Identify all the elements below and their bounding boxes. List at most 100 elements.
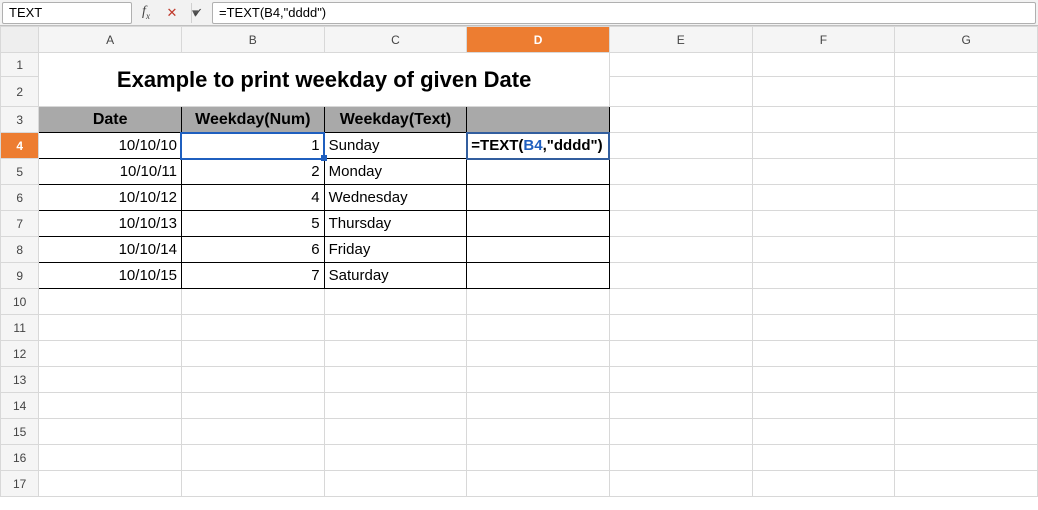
cell-G14[interactable] (895, 393, 1038, 419)
cell-A7[interactable]: 10/10/13 (39, 211, 182, 237)
cell-G5[interactable] (895, 159, 1038, 185)
row-header-4[interactable]: 4 (1, 133, 39, 159)
name-box[interactable]: ▾ (2, 2, 132, 24)
cancel-button[interactable]: ✕ (160, 2, 184, 24)
cell-B9[interactable]: 7 (181, 263, 324, 289)
cell-C7[interactable]: Thursday (324, 211, 467, 237)
col-header-B[interactable]: B (181, 27, 324, 53)
cell-B14[interactable] (181, 393, 324, 419)
cell-G17[interactable] (895, 471, 1038, 497)
cell-B8[interactable]: 6 (181, 237, 324, 263)
cell-G4[interactable] (895, 133, 1038, 159)
cell-F17[interactable] (752, 471, 895, 497)
select-all-corner[interactable] (1, 27, 39, 53)
cell-G3[interactable] (895, 107, 1038, 133)
cell-D12[interactable] (467, 341, 610, 367)
cell-A16[interactable] (39, 445, 182, 471)
formula-input[interactable] (212, 2, 1036, 24)
row-header-15[interactable]: 15 (1, 419, 39, 445)
cell-B16[interactable] (181, 445, 324, 471)
row-header-8[interactable]: 8 (1, 237, 39, 263)
col-header-A[interactable]: A (39, 27, 182, 53)
cell-F16[interactable] (752, 445, 895, 471)
title-cell[interactable]: Example to print weekday of given Date (39, 53, 610, 107)
cell-G9[interactable] (895, 263, 1038, 289)
cell-F6[interactable] (752, 185, 895, 211)
cell-C11[interactable] (324, 315, 467, 341)
cell-A14[interactable] (39, 393, 182, 419)
cell-F2[interactable] (752, 77, 895, 107)
cell-F12[interactable] (752, 341, 895, 367)
cell-A10[interactable] (39, 289, 182, 315)
row-header-11[interactable]: 11 (1, 315, 39, 341)
row-header-10[interactable]: 10 (1, 289, 39, 315)
cell-C17[interactable] (324, 471, 467, 497)
row-header-17[interactable]: 17 (1, 471, 39, 497)
cell-C4[interactable]: Sunday (324, 133, 467, 159)
cell-E15[interactable] (609, 419, 752, 445)
cell-D9[interactable] (467, 263, 610, 289)
cell-C5[interactable]: Monday (324, 159, 467, 185)
cell-A12[interactable] (39, 341, 182, 367)
cell-D3[interactable] (467, 107, 610, 133)
cell-E4[interactable] (609, 133, 752, 159)
cell-G15[interactable] (895, 419, 1038, 445)
cell-C10[interactable] (324, 289, 467, 315)
cell-F9[interactable] (752, 263, 895, 289)
col-header-C[interactable]: C (324, 27, 467, 53)
cell-D13[interactable] (467, 367, 610, 393)
row-header-13[interactable]: 13 (1, 367, 39, 393)
cell-D8[interactable] (467, 237, 610, 263)
cell-D6[interactable] (467, 185, 610, 211)
col-header-F[interactable]: F (752, 27, 895, 53)
cell-F3[interactable] (752, 107, 895, 133)
cell-E12[interactable] (609, 341, 752, 367)
row-header-9[interactable]: 9 (1, 263, 39, 289)
cell-C6[interactable]: Wednesday (324, 185, 467, 211)
cell-E6[interactable] (609, 185, 752, 211)
cell-G6[interactable] (895, 185, 1038, 211)
cell-A4[interactable]: 10/10/10 (39, 133, 182, 159)
cell-B12[interactable] (181, 341, 324, 367)
cell-D15[interactable] (467, 419, 610, 445)
cell-E11[interactable] (609, 315, 752, 341)
cell-D4[interactable]: =TEXT(B4,"dddd") (467, 133, 610, 159)
cell-G2[interactable] (895, 77, 1038, 107)
cell-C12[interactable] (324, 341, 467, 367)
cell-B17[interactable] (181, 471, 324, 497)
cell-F4[interactable] (752, 133, 895, 159)
cell-B13[interactable] (181, 367, 324, 393)
cell-C15[interactable] (324, 419, 467, 445)
cell-D14[interactable] (467, 393, 610, 419)
cell-B7[interactable]: 5 (181, 211, 324, 237)
cell-G11[interactable] (895, 315, 1038, 341)
cell-F15[interactable] (752, 419, 895, 445)
row-header-3[interactable]: 3 (1, 107, 39, 133)
cell-E14[interactable] (609, 393, 752, 419)
row-header-14[interactable]: 14 (1, 393, 39, 419)
cell-F5[interactable] (752, 159, 895, 185)
cell-B10[interactable] (181, 289, 324, 315)
cell-B11[interactable] (181, 315, 324, 341)
cell-G12[interactable] (895, 341, 1038, 367)
cell-D10[interactable] (467, 289, 610, 315)
cell-A5[interactable]: 10/10/11 (39, 159, 182, 185)
cell-A15[interactable] (39, 419, 182, 445)
cell-A17[interactable] (39, 471, 182, 497)
cell-F7[interactable] (752, 211, 895, 237)
sheet[interactable]: A B C D E F G 1Example to print weekday … (0, 26, 1038, 497)
cell-B3[interactable]: Weekday(Num) (181, 107, 324, 133)
cell-B4[interactable]: 1 (181, 133, 324, 159)
cell-E8[interactable] (609, 237, 752, 263)
cell-E16[interactable] (609, 445, 752, 471)
col-header-D[interactable]: D (467, 27, 610, 53)
cell-E7[interactable] (609, 211, 752, 237)
cell-C3[interactable]: Weekday(Text) (324, 107, 467, 133)
cell-G10[interactable] (895, 289, 1038, 315)
cell-F10[interactable] (752, 289, 895, 315)
cell-E2[interactable] (609, 77, 752, 107)
cell-E10[interactable] (609, 289, 752, 315)
cell-D5[interactable] (467, 159, 610, 185)
cell-E13[interactable] (609, 367, 752, 393)
cell-E5[interactable] (609, 159, 752, 185)
